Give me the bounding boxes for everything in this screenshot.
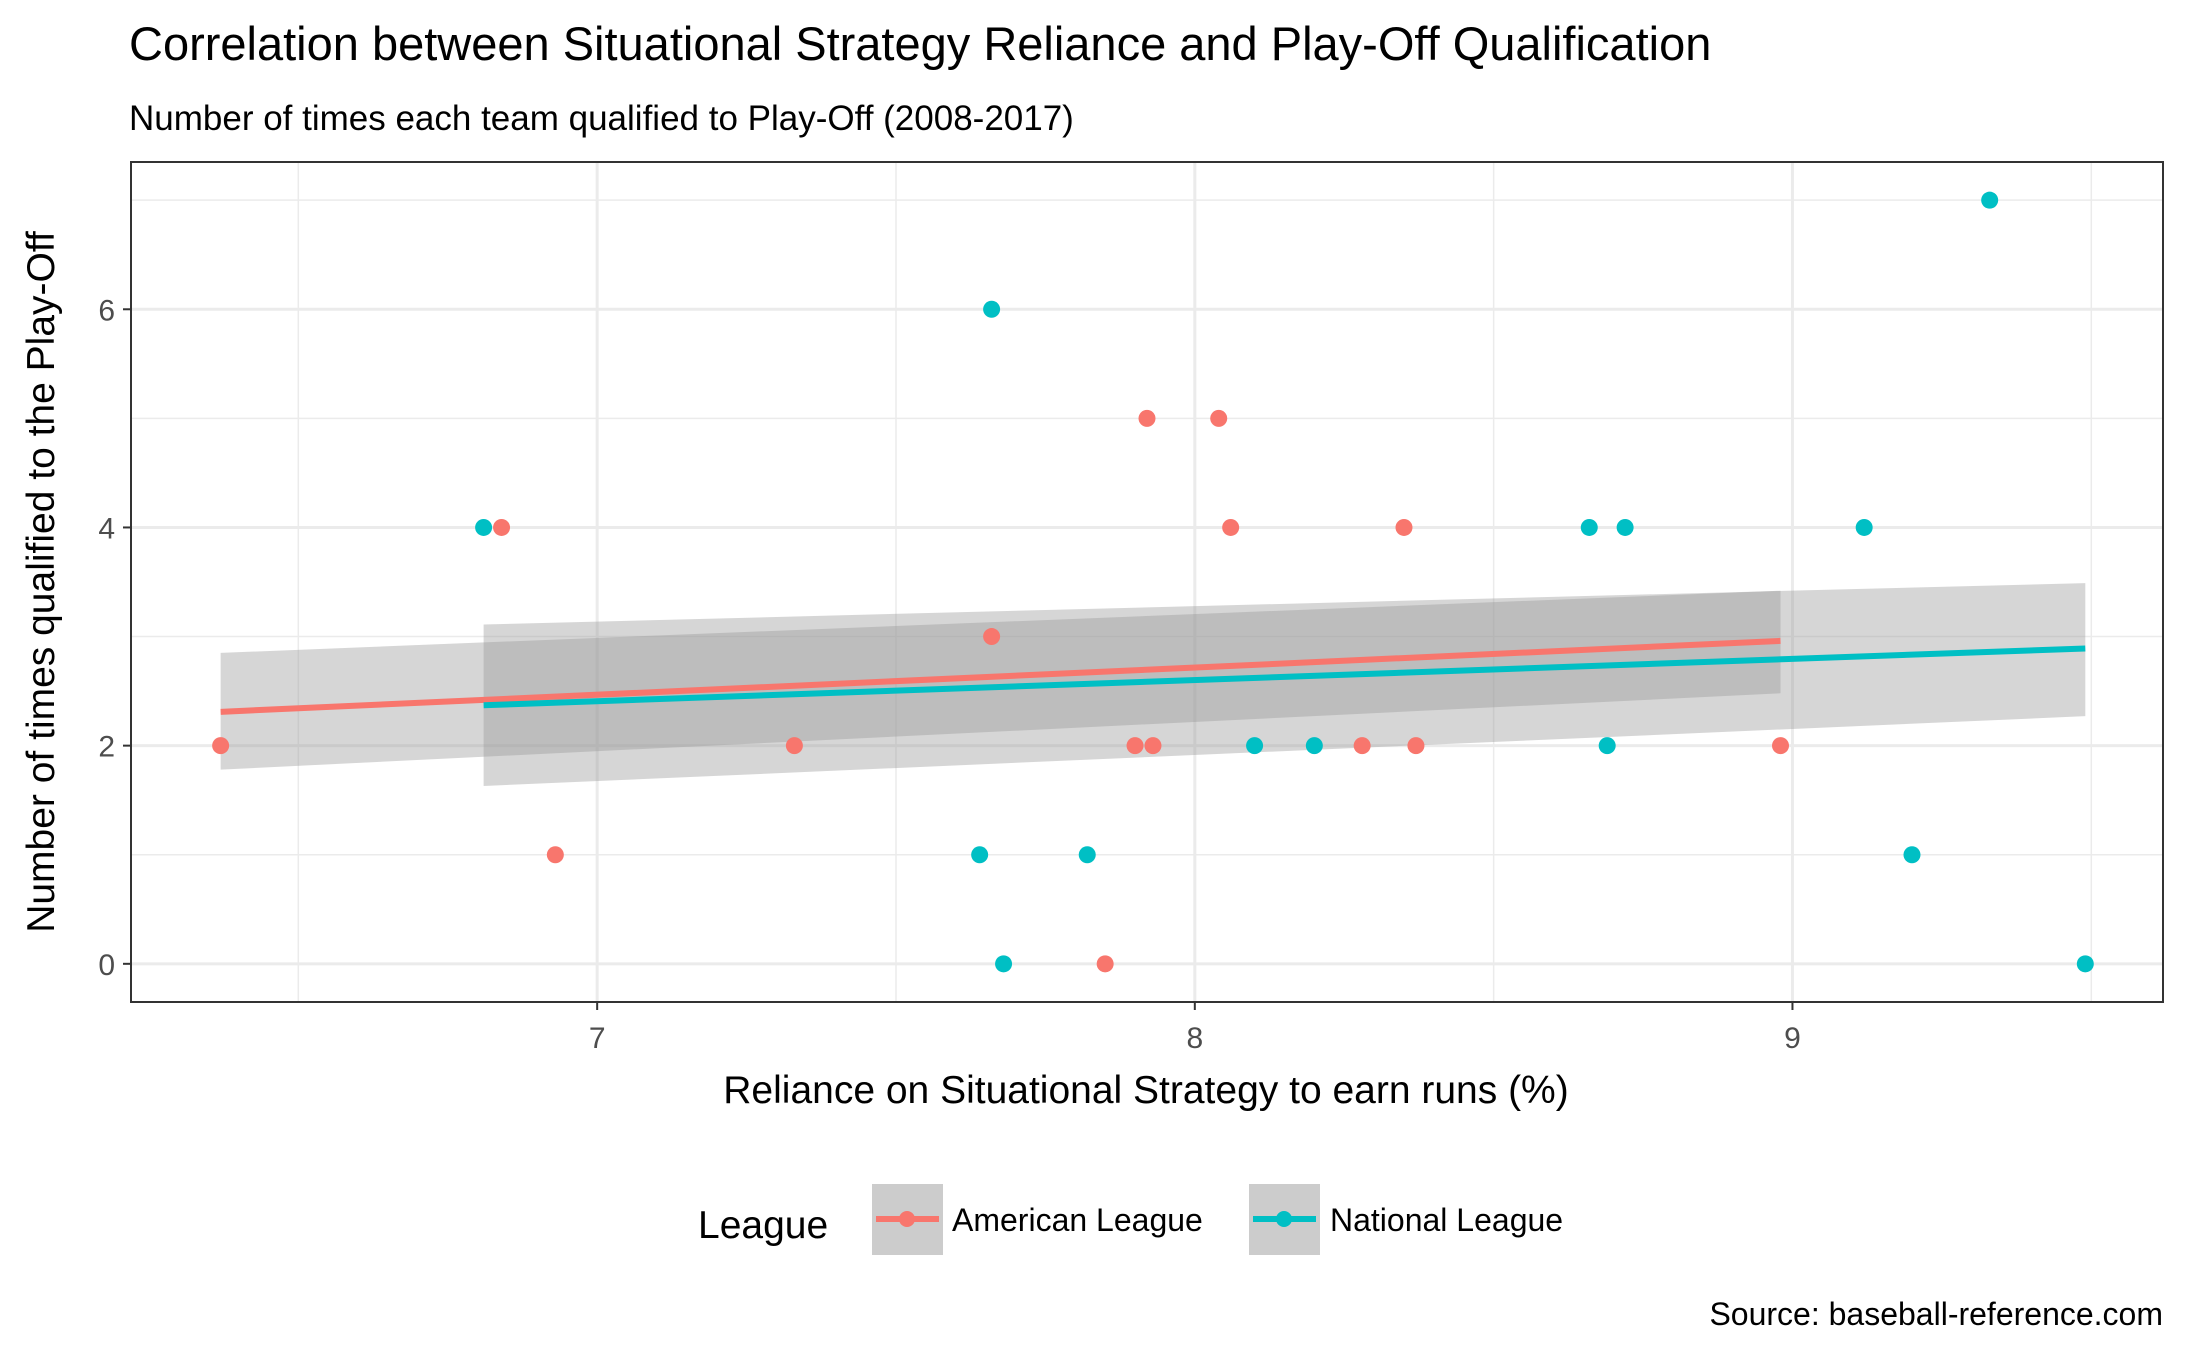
confidence-band	[483, 583, 2086, 786]
data-point	[1078, 846, 1096, 864]
data-point	[1855, 518, 1873, 536]
data-point	[1580, 518, 1598, 536]
legend-item-national-league: National League	[1249, 1184, 1563, 1255]
data-point	[1395, 518, 1413, 536]
chart-subtitle: Number of times each team qualified to P…	[129, 99, 1074, 138]
legend-label: National League	[1330, 1202, 1563, 1238]
trend-line	[483, 645, 2086, 709]
y-axis-ticks: 0 2 4 6	[98, 294, 131, 982]
data-point	[1903, 846, 1921, 864]
y-tick-label: 2	[98, 731, 115, 764]
confidence-bands	[220, 583, 2086, 786]
legend-label: American League	[952, 1202, 1203, 1238]
data-point	[983, 300, 1001, 318]
confidence-band	[220, 590, 1781, 770]
data-point	[1616, 518, 1634, 536]
trend-line	[220, 637, 1781, 715]
data-point	[546, 846, 564, 864]
x-tick-label: 7	[589, 1022, 606, 1055]
data-point	[1305, 737, 1323, 755]
y-axis-label: Number of times qualified to the Play-Of…	[20, 231, 63, 933]
y-tick-label: 4	[98, 512, 115, 545]
data-point	[1210, 409, 1228, 427]
data-point	[785, 737, 803, 755]
chart-title: Correlation between Situational Strategy…	[129, 17, 1711, 70]
plot-panel-background	[131, 162, 2163, 1002]
y-tick-label: 6	[98, 294, 115, 327]
data-point	[983, 628, 1001, 646]
x-axis-ticks: 7 8 9	[589, 1002, 1801, 1055]
legend-item-american-league: American League	[872, 1184, 1203, 1255]
data-point	[1126, 737, 1144, 755]
source-caption: Source: baseball-reference.com	[1709, 1296, 2163, 1332]
data-point	[2076, 955, 2094, 973]
data-point	[1246, 737, 1264, 755]
data-point	[1222, 518, 1240, 536]
data-point	[212, 737, 230, 755]
x-tick-label: 8	[1186, 1022, 1203, 1055]
legend-key-point	[1276, 1211, 1292, 1227]
plot-panel-border	[130, 161, 2164, 1003]
data-point	[1144, 737, 1162, 755]
trend-lines	[220, 637, 2086, 715]
y-tick-label: 0	[98, 949, 115, 982]
data-point	[1772, 737, 1790, 755]
x-axis-label: Reliance on Situational Strategy to earn…	[723, 1069, 1568, 1112]
legend-title: League	[698, 1204, 828, 1247]
x-tick-label: 9	[1784, 1022, 1801, 1055]
data-point	[971, 846, 989, 864]
data-point	[1407, 737, 1425, 755]
data-point	[1096, 955, 1114, 973]
data-points	[212, 191, 2094, 973]
legend-key-point	[899, 1211, 915, 1227]
data-point	[995, 955, 1013, 973]
data-point	[1138, 409, 1156, 427]
data-point	[493, 518, 511, 536]
data-point	[1598, 737, 1616, 755]
data-point	[1981, 191, 1999, 209]
data-point	[475, 518, 493, 536]
data-point	[1353, 737, 1371, 755]
